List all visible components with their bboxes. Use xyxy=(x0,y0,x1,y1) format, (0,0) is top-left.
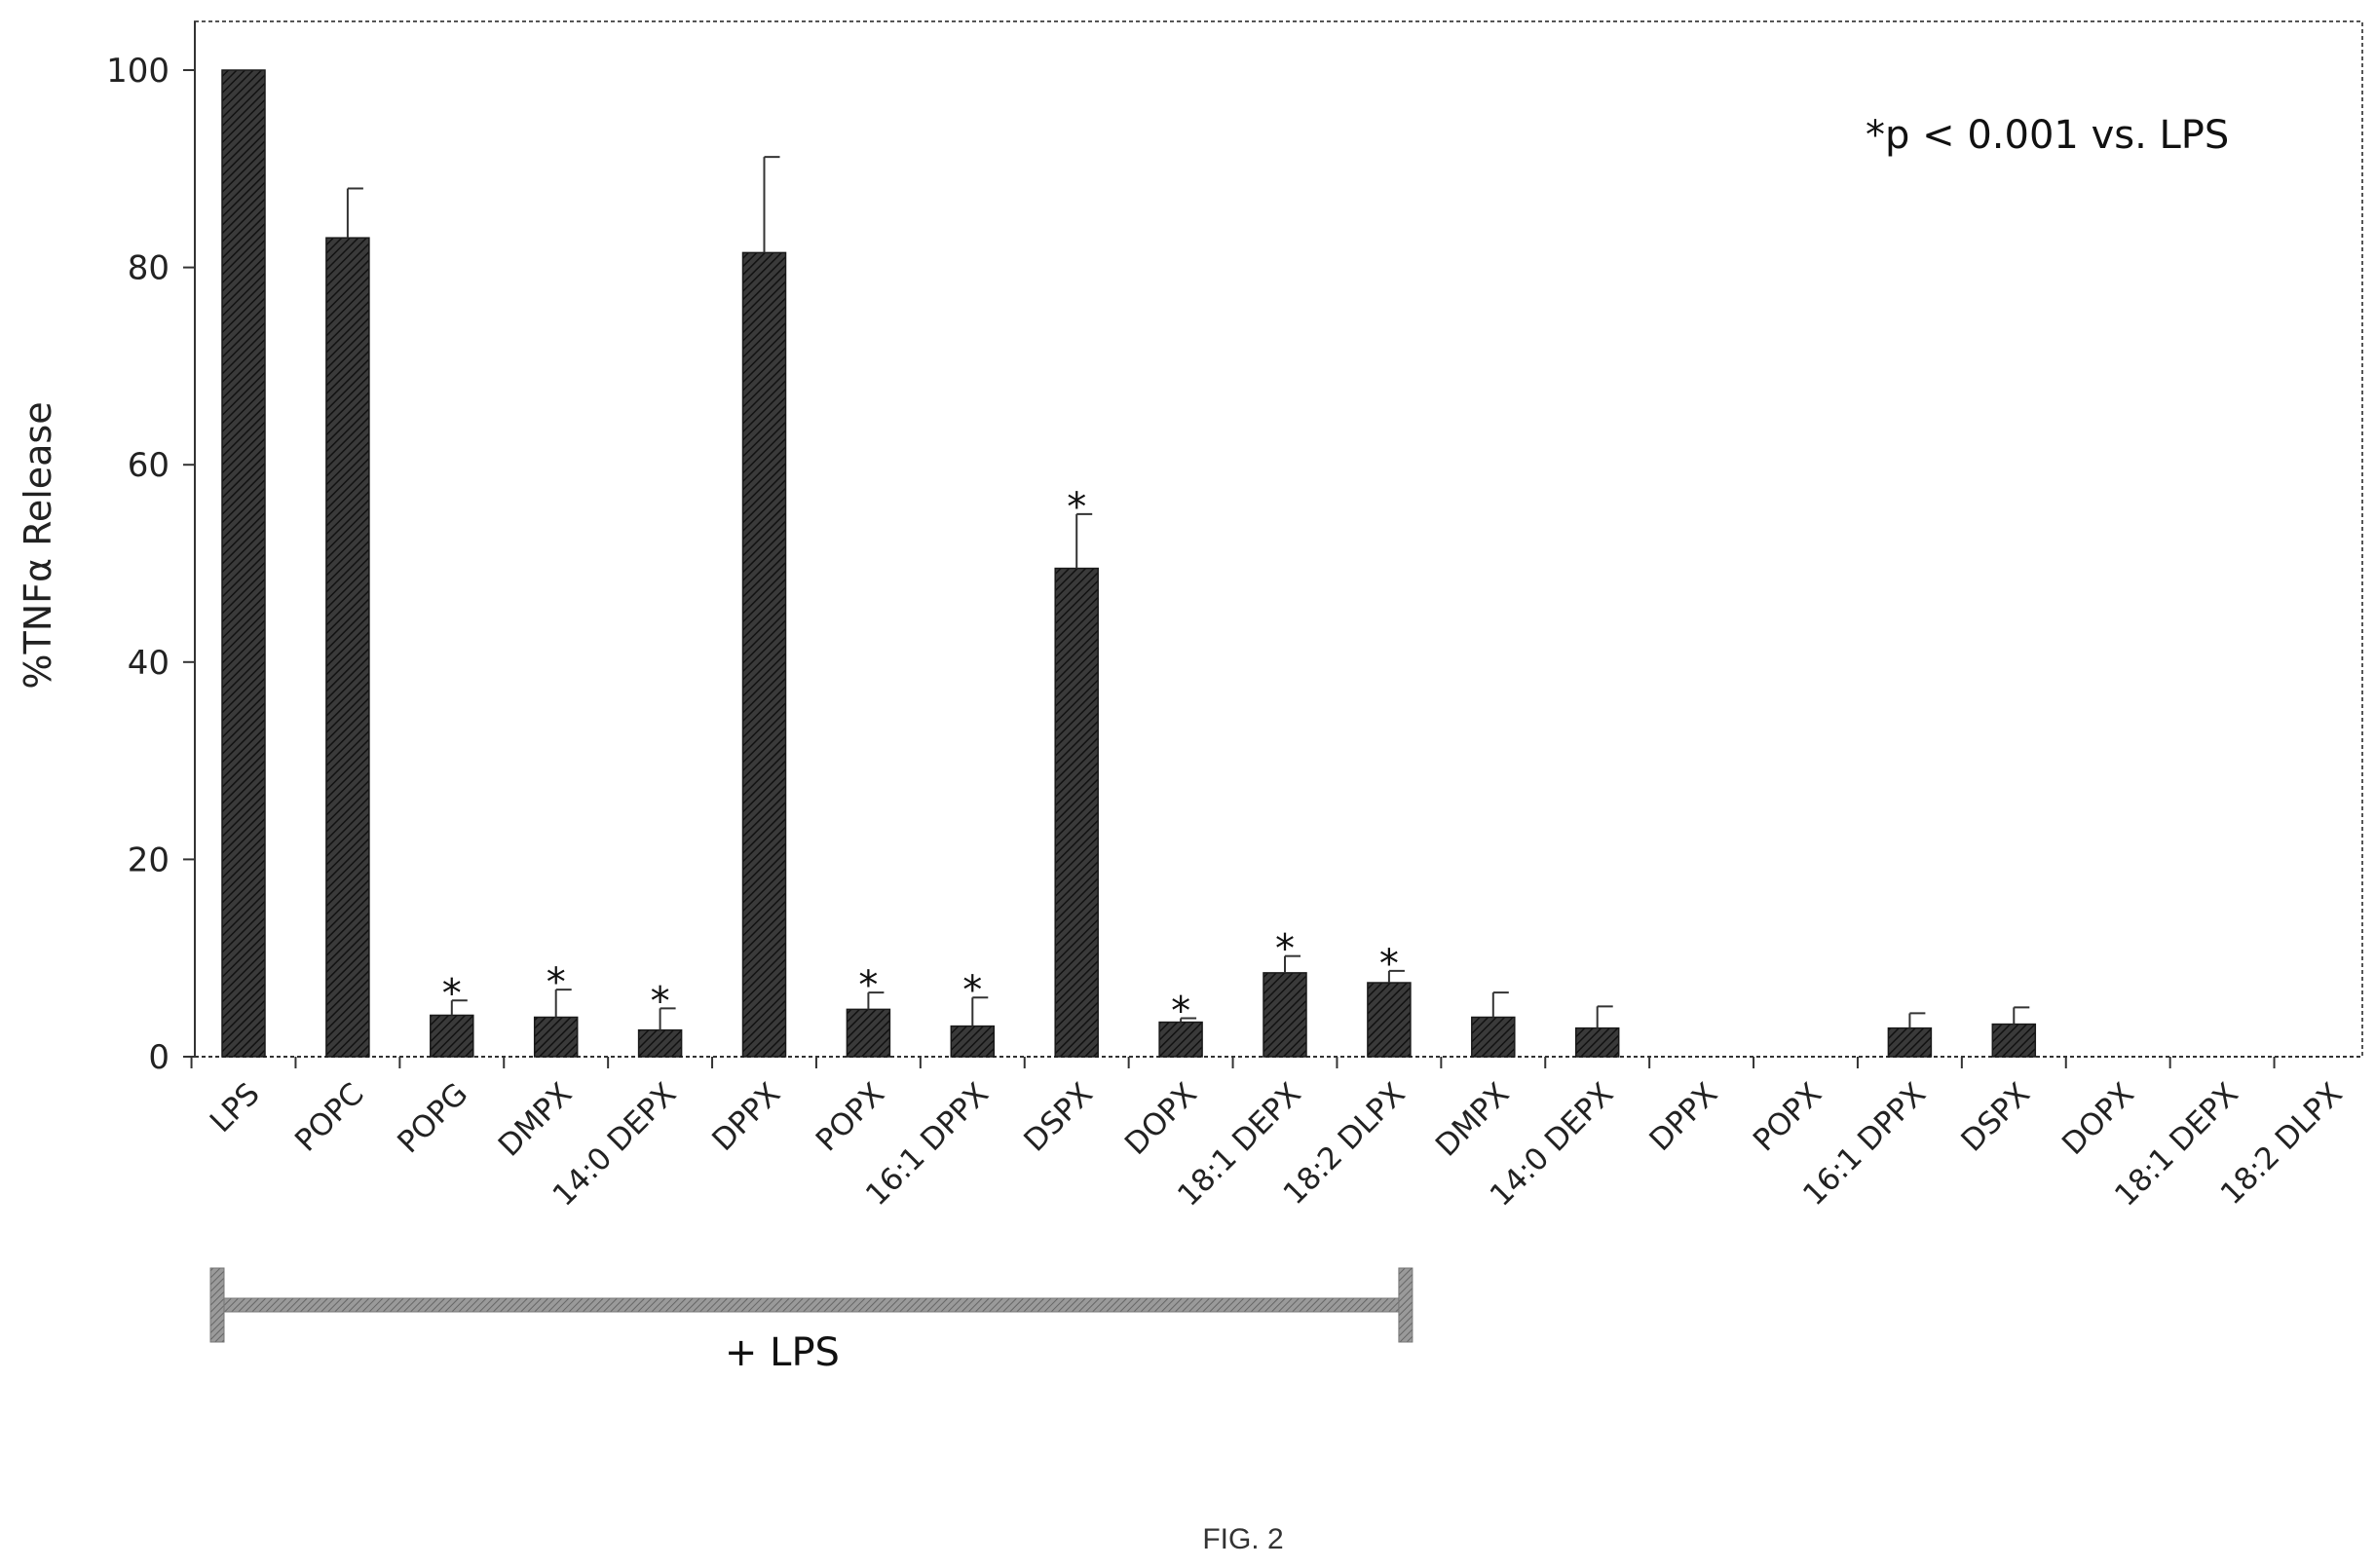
x-category-label: DOPX xyxy=(2055,1076,2141,1162)
bar xyxy=(846,1008,891,1058)
bar xyxy=(1887,1027,1933,1058)
x-category-label: DSPX xyxy=(1954,1076,2036,1158)
x-category-label: DSPX xyxy=(1017,1076,1099,1158)
significance-star: * xyxy=(1275,927,1295,972)
bracket-end-left xyxy=(209,1267,225,1343)
x-category-label: DMPX xyxy=(1429,1076,1516,1163)
x-category-label: POPG xyxy=(391,1076,474,1160)
bar xyxy=(1471,1016,1516,1058)
x-category-label: DPPX xyxy=(1642,1076,1724,1158)
bar xyxy=(325,237,370,1058)
bar xyxy=(430,1014,474,1058)
y-axis: 0 20 40 60 80 100 xyxy=(106,21,196,1077)
significance-star: * xyxy=(1067,485,1086,530)
x-category-label: POPX xyxy=(1747,1076,1828,1158)
bar xyxy=(1574,1027,1620,1058)
y-tick-label: 80 xyxy=(128,249,170,288)
significance-star: * xyxy=(651,979,670,1024)
lps-bracket-label: + LPS xyxy=(725,1330,840,1375)
bar xyxy=(221,69,266,1058)
significance-star: * xyxy=(962,968,982,1013)
y-tick-label: 40 xyxy=(128,644,170,683)
significance-star: * xyxy=(1379,942,1399,987)
significance-star: * xyxy=(858,963,878,1008)
y-tick-label: 60 xyxy=(128,446,170,485)
x-category-label: POPX xyxy=(810,1076,891,1158)
bar xyxy=(1158,1021,1203,1058)
bar xyxy=(533,1016,579,1058)
y-tick-label: 100 xyxy=(106,52,170,91)
bar xyxy=(1991,1023,2037,1058)
y-tick-label: 20 xyxy=(128,840,170,879)
figure-caption: FIG. 2 xyxy=(1202,1523,1283,1555)
significance-star: * xyxy=(442,971,462,1016)
x-category-label: LPS xyxy=(204,1076,267,1139)
significance-annotation: *p < 0.001 vs. LPS xyxy=(1866,113,2229,158)
x-category-label: DOPX xyxy=(1118,1076,1204,1162)
bracket-end-right xyxy=(1398,1267,1414,1343)
x-category-label: POPC xyxy=(288,1076,370,1158)
bar xyxy=(1263,972,1307,1058)
y-tick-label: 0 xyxy=(148,1038,170,1077)
bar xyxy=(741,251,787,1058)
bar xyxy=(637,1028,683,1058)
x-category-label: DMPX xyxy=(492,1076,579,1163)
significance-star: * xyxy=(547,960,566,1005)
bars-group: * * * * * * * * * xyxy=(190,69,2362,1068)
significance-star: * xyxy=(1171,989,1190,1033)
x-category-label: DPPX xyxy=(705,1076,787,1158)
bar xyxy=(1367,982,1412,1058)
bar xyxy=(950,1025,996,1058)
bar xyxy=(1054,567,1099,1058)
y-axis-label: %TNFα Release xyxy=(17,401,59,689)
bracket-bar xyxy=(213,1297,1410,1313)
plot-frame xyxy=(194,20,2363,1058)
lps-bracket xyxy=(209,1267,1414,1343)
